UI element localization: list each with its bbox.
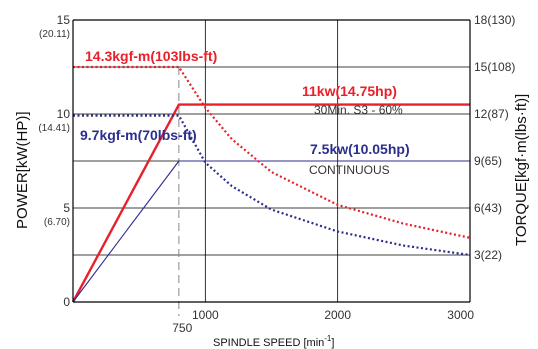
origin-label: 0 (63, 295, 70, 309)
x-axis-title-sup: -1 (324, 334, 332, 343)
y-axis-title-right: TORQUE[kgf·m(lbs·ft)] (513, 94, 530, 246)
series-line-0 (71, 103, 470, 303)
series-layer (71, 65, 471, 303)
y-axis-title-left: POWER[kW(HP)] (14, 112, 31, 230)
annotation-blue-torque: 9.7kgf-m(70lbs-ft) (80, 127, 197, 143)
annotation-red-power: 11kw(14.75hp) (302, 83, 397, 99)
series-2-point-1 (178, 66, 179, 67)
y-right-tick-label-3: 9(65) (474, 154, 502, 168)
series-2-point-6 (403, 223, 404, 224)
series-line-2 (73, 65, 471, 239)
x-tick-label-2: 3000 (447, 308, 474, 322)
series-3-point-3 (231, 185, 232, 186)
y-left-tick-sublabel-2: (6.70) (44, 217, 70, 228)
series-2-point-3 (231, 138, 232, 139)
series-line-1 (72, 160, 470, 303)
y-left-tick-sublabel-1: (14.41) (38, 123, 70, 134)
x-axis-title: SPINDLE SPEED [min-1] (213, 334, 334, 349)
y-right-tick-label-0: 18(130) (474, 13, 515, 27)
x-tick-label-0: 1000 (192, 308, 219, 322)
series-1-point-1 (178, 160, 179, 161)
x-axis-title-end: ] (331, 337, 334, 349)
annotation-s3: 30Min. S3 - 60% (314, 103, 403, 117)
axes (72, 19, 471, 303)
series-2-point-5 (337, 204, 338, 205)
y-right-tick-label-2: 12(87) (474, 107, 509, 121)
y-right-tick-label-4: 6(43) (474, 201, 502, 215)
x-tick-label-1: 2000 (324, 308, 351, 322)
series-3-point-6 (403, 245, 404, 246)
y-right-tick-label-1: 15(108) (474, 60, 515, 74)
y-right-tick-label-5: 3(22) (474, 248, 502, 262)
y-left-tick-sublabel-0: (20.11) (39, 29, 70, 40)
series-2-point-2 (205, 107, 206, 108)
series-3-point-4 (271, 209, 272, 210)
annotation-red-torque: 14.3kgf-m(103lbs-ft) (85, 48, 217, 64)
annotation-blue-power: 7.5kw(10.05hp) (310, 141, 410, 157)
annotation-continuous: CONTINUOUS (309, 163, 390, 177)
x-axis-title-main: SPINDLE SPEED [min (213, 337, 324, 349)
series-3-point-2 (205, 162, 206, 163)
series-3-point-1 (178, 115, 179, 116)
x-marker-label: 750 (172, 321, 192, 335)
tick-labels: 15 (20.11) 10 (14.41) 5 (6.70) 0 18(130) 15(108)… (38, 13, 515, 335)
y-left-tick-label-0: 15 (57, 13, 71, 27)
series-3-point-5 (337, 231, 338, 232)
series-2-point-4 (271, 171, 272, 172)
series-0-point-1 (178, 104, 179, 105)
y-left-tick-label-1: 10 (57, 107, 71, 121)
y-left-tick-label-2: 5 (63, 201, 70, 215)
